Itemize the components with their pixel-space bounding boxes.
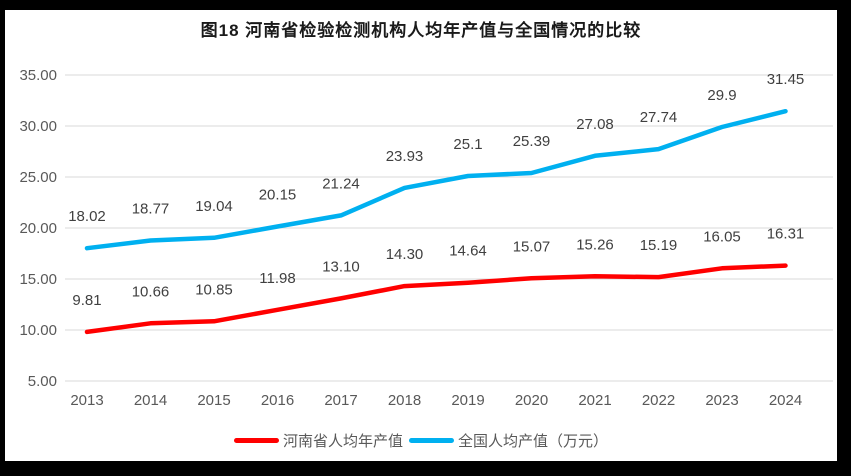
henan-data-label: 14.30 — [386, 246, 424, 263]
henan-data-label: 10.66 — [132, 283, 170, 300]
chart-panel: 图18 河南省检验检测机构人均年产值与全国情况的比较 5.00 10.00 15.0… — [5, 10, 837, 461]
national-data-label: 21.24 — [322, 175, 360, 192]
henan-data-label: 15.26 — [576, 236, 614, 253]
national-data-label: 19.04 — [195, 198, 233, 215]
x-axis-tick-label: 2018 — [388, 392, 421, 409]
national-data-label: 18.77 — [132, 201, 170, 218]
x-axis-tick-label: 2020 — [515, 392, 548, 409]
legend-item-henan: 河南省人均年产值 — [233, 430, 403, 451]
national-data-label: 31.45 — [767, 71, 805, 88]
x-axis-tick-label: 2022 — [642, 392, 675, 409]
national-data-label: 25.39 — [513, 133, 551, 150]
plot-area: 5.00 10.00 15.00 20.00 25.00 30.00 35.00 2013 20… — [19, 67, 833, 409]
legend-label-national: 全国人均产值（万元） — [458, 433, 609, 450]
national-data-label: 25.1 — [453, 136, 482, 153]
x-axis-tick-label: 2019 — [451, 392, 484, 409]
x-axis-tick-label: 2016 — [261, 392, 294, 409]
henan-line — [84, 263, 788, 335]
legend-item-national: 全国人均产值（万元） — [409, 430, 608, 451]
henan-data-label: 15.07 — [513, 238, 551, 255]
henan-data-label: 13.10 — [322, 258, 360, 275]
chart-title: 图18 河南省检验检测机构人均年产值与全国情况的比较 — [200, 21, 642, 40]
x-axis-tick-label: 2024 — [769, 392, 802, 409]
national-data-label: 27.08 — [576, 116, 614, 133]
national-data-label: 27.74 — [640, 109, 678, 126]
y-axis-tick-label: 10.00 — [19, 322, 57, 339]
henan-data-label: 10.85 — [195, 281, 233, 298]
national-data-label: 29.9 — [707, 87, 736, 104]
henan-data-label: 9.81 — [72, 292, 101, 309]
x-axis-tick-label: 2015 — [197, 392, 230, 409]
national-line-swatch — [409, 438, 454, 443]
y-axis-tick-label: 35.00 — [19, 67, 57, 84]
legend: 河南省人均年产值 全国人均产值（万元） — [5, 430, 837, 451]
y-axis-tick-label: 30.00 — [19, 118, 57, 135]
henan-data-label: 11.98 — [259, 270, 295, 287]
x-axis-tick-label: 2014 — [134, 392, 167, 409]
national-data-label: 20.15 — [259, 186, 297, 203]
x-axis-tick-label: 2021 — [578, 392, 611, 409]
legend-label-henan: 河南省人均年产值 — [282, 433, 403, 450]
henan-data-label: 16.05 — [703, 228, 741, 245]
national-data-label: 18.02 — [68, 208, 106, 225]
x-axis-tick-label: 2013 — [70, 392, 103, 409]
y-axis-tick-label: 15.00 — [19, 271, 57, 288]
x-axis-tick-label: 2017 — [324, 392, 357, 409]
national-line — [84, 108, 788, 251]
y-axis-tick-label: 5.00 — [28, 373, 57, 390]
x-axis-tick-label: 2023 — [705, 392, 738, 409]
henan-data-label: 14.64 — [449, 243, 487, 260]
y-axis-tick-label: 20.00 — [19, 220, 57, 237]
henan-data-label: 15.19 — [640, 237, 678, 254]
y-axis-tick-label: 25.00 — [19, 169, 57, 186]
henan-data-label: 16.31 — [767, 226, 805, 243]
henan-line-swatch — [233, 438, 279, 443]
national-data-label: 23.93 — [386, 148, 424, 165]
